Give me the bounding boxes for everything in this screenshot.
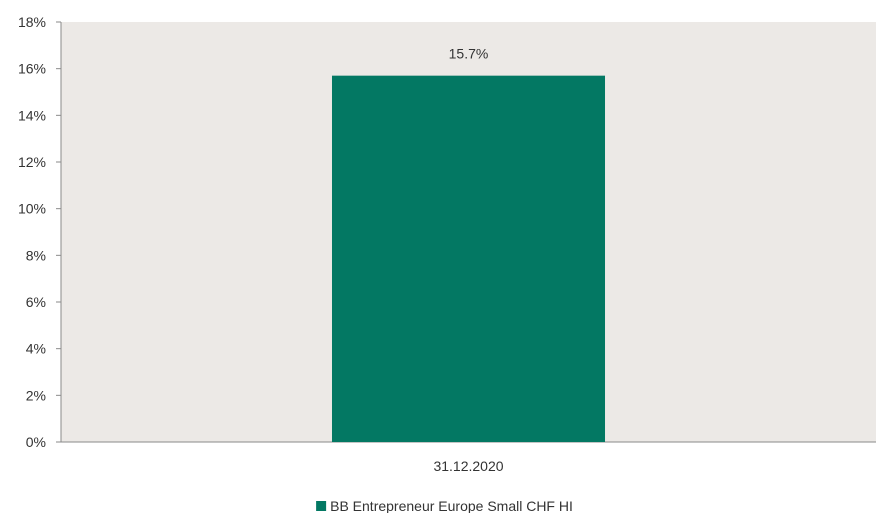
bar-data-label: 15.7% <box>449 46 489 62</box>
bars: 15.7% <box>331 46 606 443</box>
y-tick-label: 16% <box>18 61 46 77</box>
legend-swatch <box>316 501 327 511</box>
bar <box>331 75 606 443</box>
y-tick-label: 12% <box>18 154 46 170</box>
y-tick-label: 6% <box>26 294 46 310</box>
x-axis-ticks: 31.12.2020 <box>433 458 503 474</box>
y-tick-label: 8% <box>26 247 46 263</box>
y-tick-label: 0% <box>26 434 46 450</box>
y-tick-label: 2% <box>26 387 46 403</box>
legend-label: BB Entrepreneur Europe Small CHF HI <box>330 498 573 513</box>
legend: BB Entrepreneur Europe Small CHF HI <box>316 498 573 513</box>
y-tick-label: 18% <box>18 14 46 30</box>
y-tick-label: 14% <box>18 107 46 123</box>
x-tick-label: 31.12.2020 <box>433 458 503 474</box>
y-axis-ticks: 0% 2% 4% 6% 8% 10% 12% 14% 16% 18% <box>18 14 61 450</box>
y-tick-label: 4% <box>26 341 46 357</box>
y-tick-label: 10% <box>18 201 46 217</box>
